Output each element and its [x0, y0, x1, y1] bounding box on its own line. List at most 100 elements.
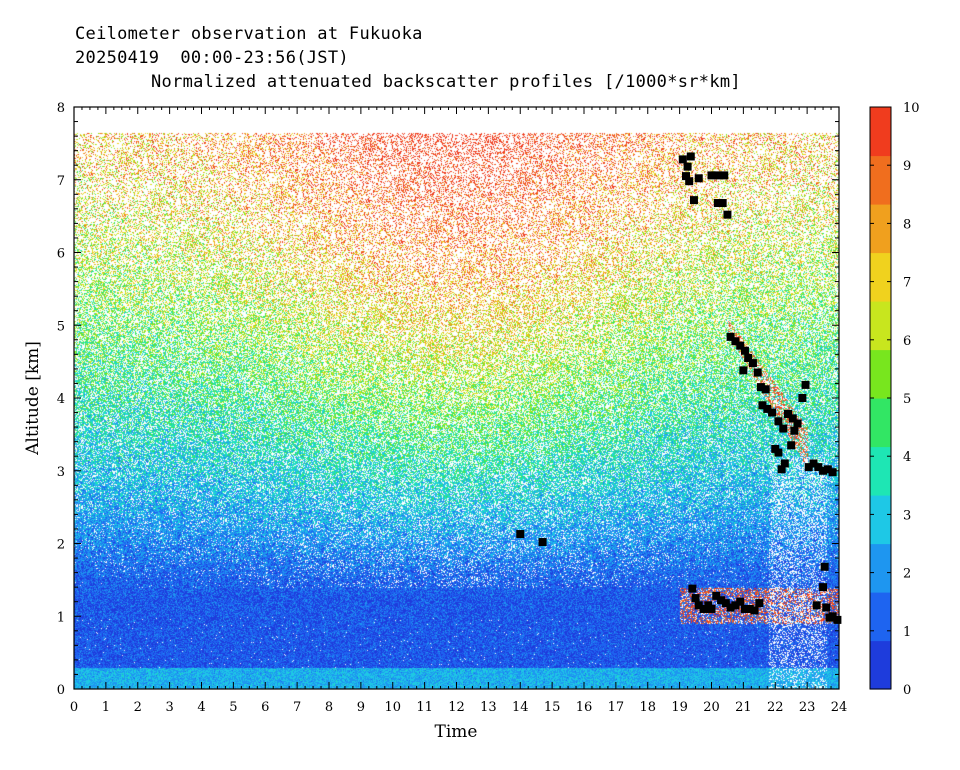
cloud-base-marker — [723, 210, 732, 219]
colorbar-tick-label: 8 — [903, 217, 911, 232]
colorbar-tick-label: 1 — [903, 625, 911, 640]
y-tick-label: 7 — [57, 174, 65, 189]
x-tick-label: 16 — [576, 700, 593, 715]
backscatter-heatmap — [74, 107, 839, 689]
cloud-base-marker — [814, 463, 823, 472]
colorbar-swatch — [870, 107, 891, 132]
colorbar-tick-label: 5 — [903, 392, 911, 407]
x-tick-label: 17 — [608, 700, 625, 715]
colorbar-swatch — [870, 592, 891, 617]
cloud-base-marker — [750, 606, 759, 615]
cloud-base-marker — [739, 366, 748, 375]
cloud-base-marker — [787, 441, 796, 450]
cloud-base-marker — [790, 426, 799, 435]
x-tick-label: 22 — [767, 700, 784, 715]
x-tick-label: 4 — [197, 700, 205, 715]
y-tick-label: 2 — [57, 538, 65, 553]
cloud-base-marker — [819, 466, 828, 475]
cloud-base-marker — [691, 594, 700, 603]
colorbar-swatch — [870, 543, 891, 569]
colorbar-swatch — [870, 131, 891, 157]
chart-title-line-3: Normalized attenuated backscatter profil… — [151, 72, 741, 92]
cloud-base-marker — [707, 604, 716, 613]
colorbar-swatch — [870, 301, 891, 326]
cloud-base-marker — [745, 604, 754, 613]
x-tick-label: 1 — [102, 700, 110, 715]
x-tick-label: 24 — [831, 700, 848, 715]
cloud-base-marker — [819, 583, 828, 592]
y-axis-label: Altitude [km] — [23, 341, 43, 456]
cloud-base-marker — [798, 394, 807, 402]
x-tick-label: 2 — [134, 700, 142, 715]
cloud-base-marker — [726, 332, 735, 341]
cloud-base-marker — [774, 417, 783, 426]
y-tick-label: 6 — [57, 247, 65, 262]
cloud-base-marker — [678, 155, 687, 164]
colorbar-tick-label: 0 — [903, 683, 911, 698]
y-tick-label: 3 — [57, 465, 65, 480]
colorbar-swatch — [870, 179, 891, 205]
y-axis: 0 1 2 3 4 5 6 7 8 — [57, 101, 839, 698]
x-tick-label: 8 — [325, 700, 333, 715]
cloud-base-marker — [804, 463, 813, 472]
cloud-base-marker — [833, 615, 842, 624]
cloud-base-marker — [682, 172, 690, 181]
cloud-base-marker — [688, 584, 697, 593]
x-tick-label: 5 — [229, 700, 237, 715]
x-tick-label: 18 — [639, 700, 656, 715]
colorbar-swatch — [870, 204, 891, 229]
cloud-base-marker — [774, 448, 783, 457]
cloud-base-marker — [788, 414, 797, 423]
x-axis: 0 1 2 3 4 5 6 7 8 9 10 11 12 13 14 15 16 17 18 19 20 21 22 23 24 — [70, 107, 847, 715]
colorbar-swatch — [870, 228, 891, 254]
cloud-base-marker — [780, 459, 789, 468]
cloud-base-marker — [538, 538, 547, 547]
x-tick-label: 3 — [165, 700, 173, 715]
cloud-base-marker — [740, 346, 749, 355]
cloud-base-marker — [744, 353, 753, 362]
cloud-base-marker — [761, 385, 770, 394]
cloud-base-marker — [736, 341, 745, 350]
y-tick-label: 8 — [57, 101, 65, 116]
y-tick-label: 4 — [57, 392, 65, 407]
colorbar-swatch — [870, 664, 891, 690]
colorbar-tick-label: 2 — [903, 567, 911, 582]
cloud-base-marker — [694, 601, 703, 610]
x-tick-label: 12 — [448, 700, 465, 715]
y-tick-label: 5 — [57, 319, 65, 334]
colorbar-swatch — [870, 276, 891, 302]
colorbar-tick-label: 10 — [903, 101, 920, 116]
cloud-base-marker — [726, 603, 735, 612]
x-tick-label: 10 — [384, 700, 401, 715]
colorbar-tick-label: 6 — [903, 334, 911, 349]
colorbar-swatch — [870, 567, 891, 593]
colorbar-swatch — [870, 349, 891, 375]
cloud-base-marker — [779, 424, 788, 433]
heatmap-image — [74, 107, 839, 689]
x-tick-label: 19 — [671, 700, 688, 715]
colorbar-tick-label: 7 — [903, 276, 911, 291]
cloud-base-marker — [683, 162, 692, 171]
colorbar-swatch — [870, 252, 891, 278]
colorbar-swatch — [870, 616, 891, 642]
x-tick-label: 11 — [416, 700, 433, 715]
cloud-base-marker — [707, 171, 716, 180]
colorbar-swatch — [870, 495, 891, 520]
cloud-base-marker — [812, 601, 821, 610]
cloud-base-marker — [793, 419, 802, 428]
x-tick-label: 9 — [357, 700, 365, 715]
colorbar-swatch — [870, 640, 891, 666]
x-tick-label: 6 — [261, 700, 269, 715]
cloud-base-marker — [731, 337, 740, 346]
cloud-base-marker — [717, 596, 726, 605]
x-tick-label: 14 — [512, 700, 529, 715]
cloud-base-marker — [768, 408, 777, 417]
colorbar-swatch — [870, 446, 891, 472]
cloud-base-marker — [685, 177, 694, 186]
colorbar-tick-label: 3 — [903, 508, 911, 523]
cloud-base-markers — [516, 152, 842, 624]
chart-title-line-2: 20250419 00:00-23:56(JST) — [75, 48, 349, 68]
cloud-base-marker — [809, 459, 818, 468]
cloud-base-marker — [516, 530, 525, 539]
